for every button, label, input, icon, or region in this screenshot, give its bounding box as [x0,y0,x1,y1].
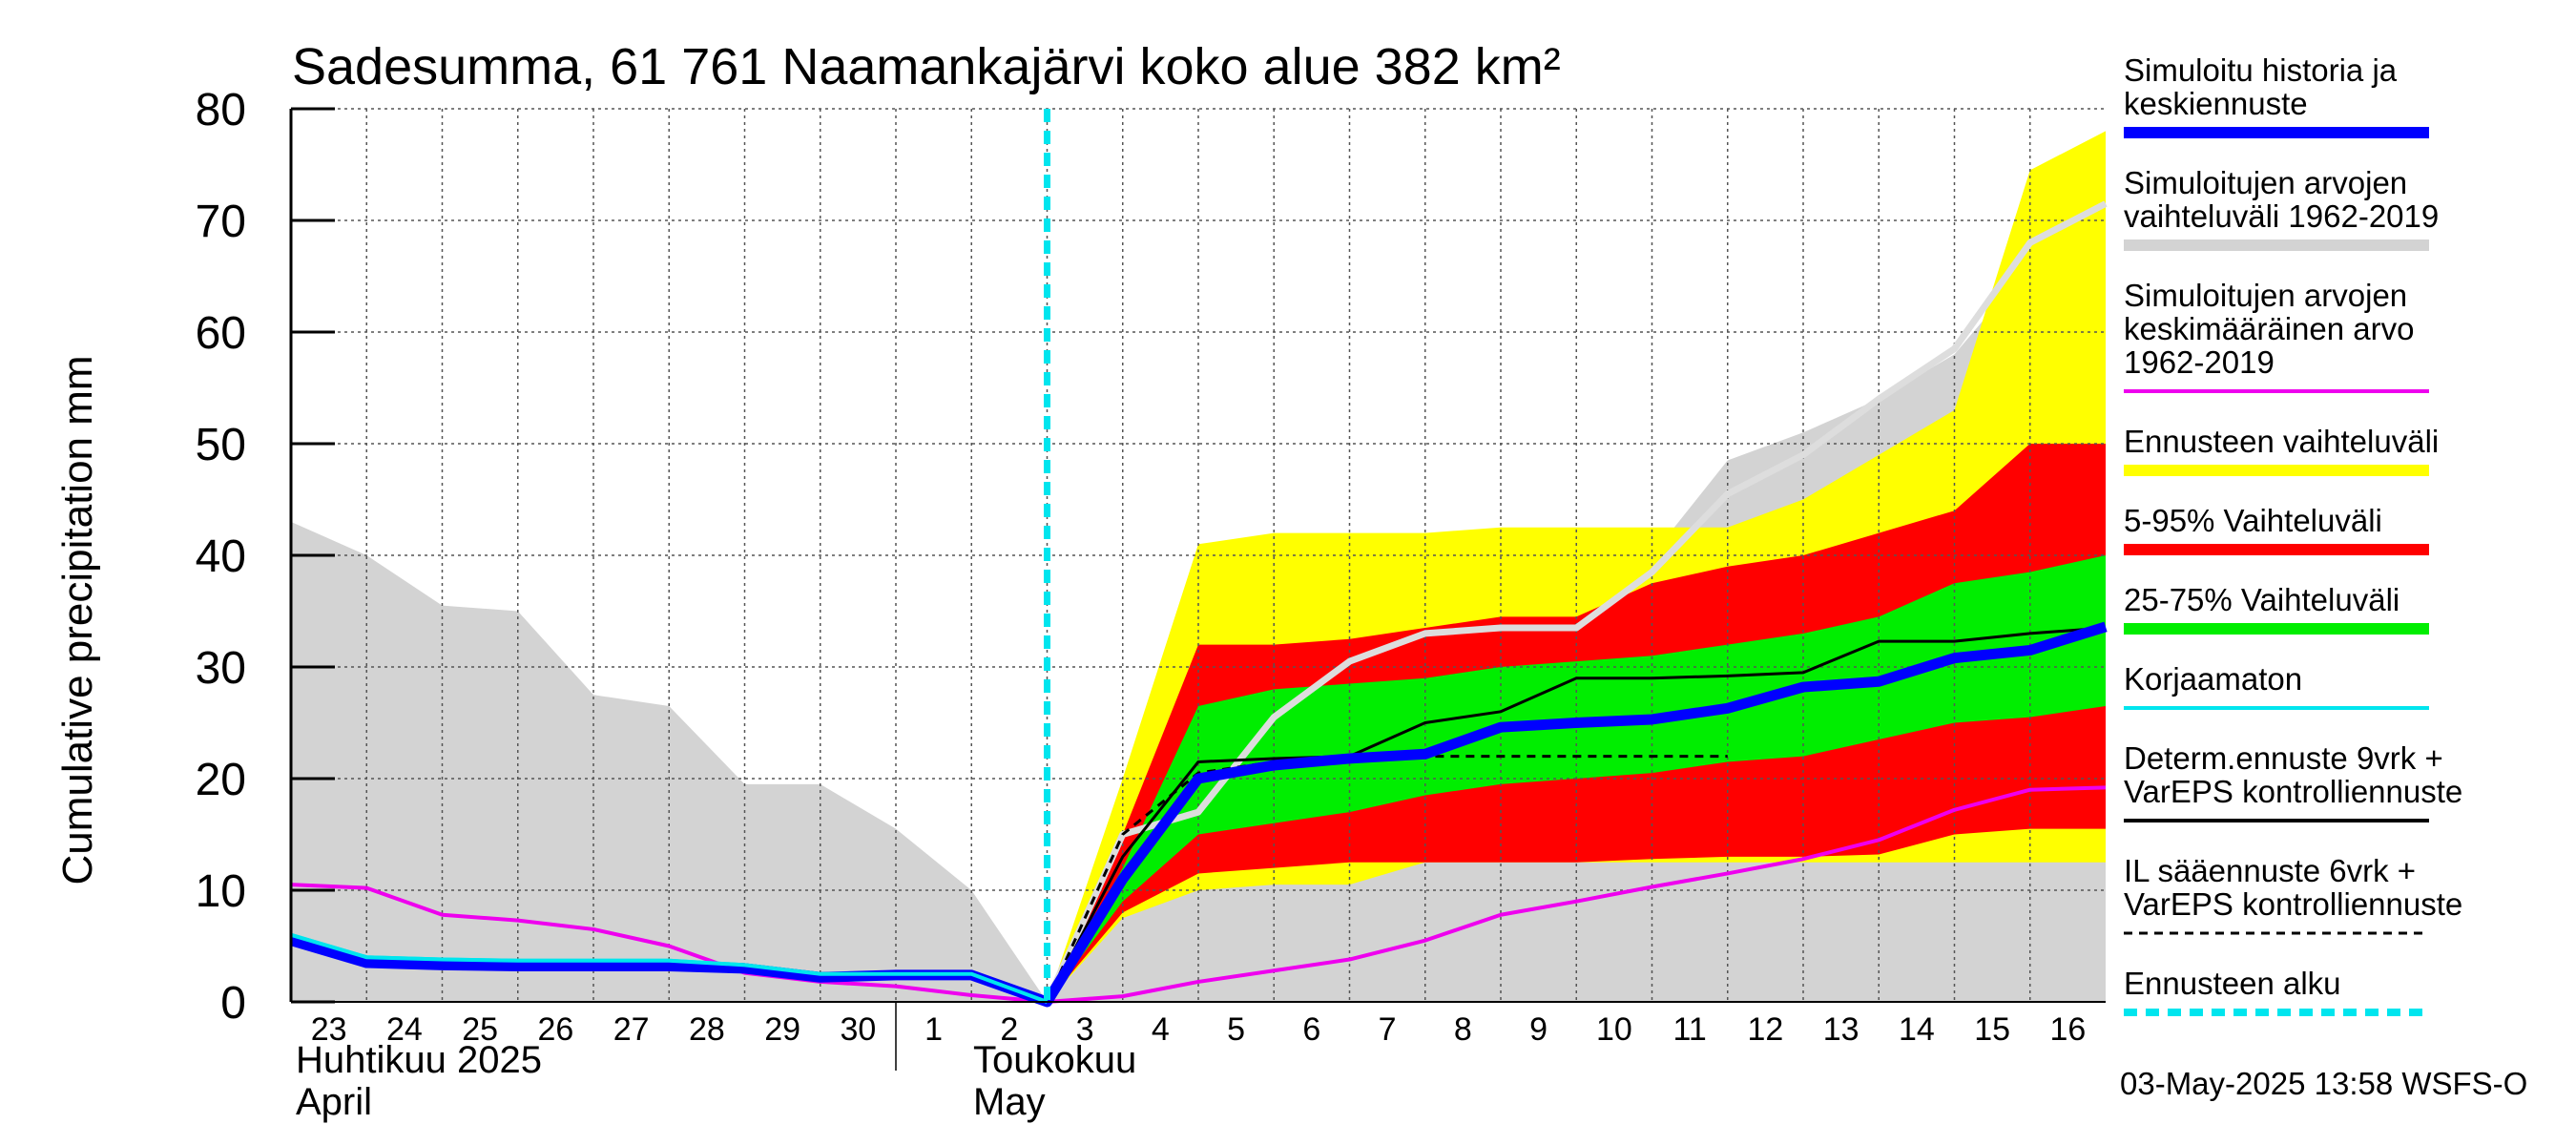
legend-label: Ennusteen vaihteluväli [2124,424,2439,459]
legend-label: 25-75% Vaihteluväli [2124,582,2399,617]
x-tick-label: 24 [386,1011,423,1048]
grid-layer [290,108,2106,1002]
legend-label: Ennusteen alku [2124,966,2341,1001]
y-tick-label: 40 [196,531,246,582]
x-tick-label: 5 [1227,1011,1245,1048]
legend-label: IL sääennuste 6vrk + [2124,853,2416,888]
x-tick-label: 7 [1379,1011,1397,1048]
month-label: Huhtikuu 2025 [296,1039,542,1081]
y-tick-label: 70 [196,197,246,247]
legend-label: Korjaamaton [2124,661,2302,697]
y-tick-label: 60 [196,308,246,359]
x-tick-label: 2 [1000,1011,1018,1048]
legend-label: Simuloitu historia ja [2124,52,2398,88]
chart-title: Sadesumma, 61 761 Naamankajärvi koko alu… [292,38,1561,95]
y-axis-label: Cumulative precipitation mm [54,355,101,885]
y-tick-label: 30 [196,643,246,694]
y-tick-label: 50 [196,420,246,470]
legend-label: vaihteluväli 1962-2019 [2124,198,2439,234]
month-label: May [973,1081,1046,1123]
legend-label: Simuloitujen arvojen [2124,278,2407,313]
x-tick-label: 9 [1529,1011,1548,1048]
line-simulated-mean [290,785,2107,1004]
legend-label: 5-95% Vaihteluväli [2124,503,2382,538]
x-tick-label: 28 [689,1011,725,1048]
line-simulated-history-forecast [289,621,2108,1008]
x-tick-label: 3 [1076,1011,1094,1048]
line-simulated-max [1044,200,2108,1004]
line-uncorrected-overlay [290,932,1049,1004]
x-tick-label: 12 [1747,1011,1783,1048]
x-tick-label: 25 [462,1011,498,1048]
month-label: Toukokuu [973,1039,1136,1081]
x-tick-label: 23 [311,1011,347,1048]
legend-label: Determ.ennuste 9vrk + [2124,740,2443,776]
month-label: April [296,1081,372,1123]
x-tick-label: 14 [1899,1011,1935,1048]
x-tick-label: 26 [537,1011,573,1048]
x-tick-label: 11 [1672,1011,1706,1048]
x-tick-label: 27 [613,1011,650,1048]
x-tick-label: 15 [1974,1011,2010,1048]
y-tick-label: 10 [196,866,246,917]
x-tick-label: 29 [764,1011,800,1048]
legend-label: VarEPS kontrolliennuste [2124,774,2462,809]
series-line-layer [289,109,2108,1008]
y-tick-label: 20 [196,755,246,805]
legend-label: keskimääräinen arvo [2124,311,2414,346]
x-tick-label: 30 [840,1011,876,1048]
legend-label: keskiennuste [2124,86,2308,121]
timestamp-footer: 03-May-2025 13:58 WSFS-O [2120,1066,2527,1101]
y-tick-label: 80 [196,85,246,135]
legend-label: 1962-2019 [2124,344,2275,380]
x-tick-label: 16 [2049,1011,2086,1048]
x-tick-label: 10 [1596,1011,1632,1048]
x-tick-label: 13 [1823,1011,1859,1048]
x-tick-label: 4 [1152,1011,1170,1048]
legend-label: VarEPS kontrolliennuste [2124,886,2462,922]
line-il-forecast [1046,755,1728,1003]
x-tick-label: 8 [1454,1011,1472,1048]
x-tick-label: 6 [1302,1011,1320,1048]
x-tick-label: 1 [924,1011,943,1048]
legend-label: Simuloitujen arvojen [2124,165,2407,200]
line-determ-forecast [1046,626,2107,1003]
y-tick-label: 0 [220,978,246,1029]
